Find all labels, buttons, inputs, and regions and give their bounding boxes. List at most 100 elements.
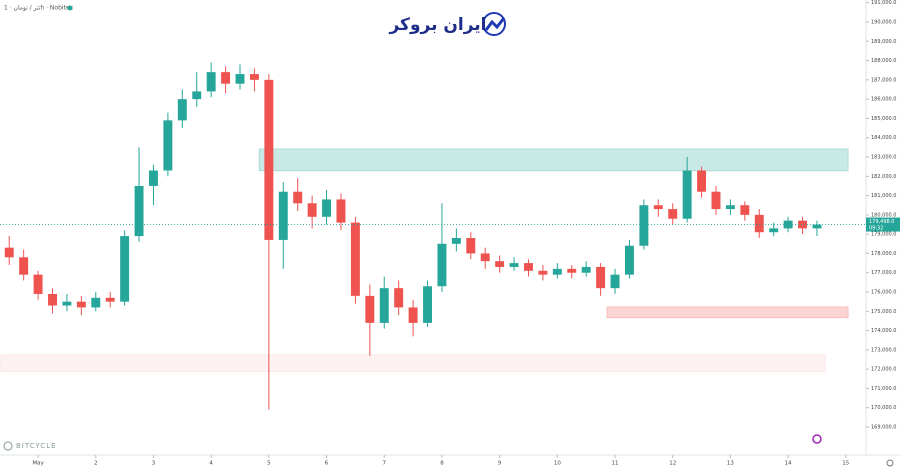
x-tick-label: 13 bbox=[727, 461, 734, 467]
event-icon bbox=[812, 434, 822, 444]
candle-body bbox=[596, 266, 606, 289]
y-tick-label: 175,000.0 bbox=[871, 309, 896, 315]
candle-body bbox=[451, 238, 461, 244]
candle-body bbox=[798, 220, 808, 229]
candle-body bbox=[62, 301, 72, 306]
last-price-label: 179,498.0 bbox=[869, 219, 894, 225]
candle-body bbox=[697, 170, 707, 192]
candle-body bbox=[264, 79, 274, 240]
candle-body bbox=[177, 99, 187, 121]
x-tick-label: 14 bbox=[785, 461, 792, 467]
status-dot bbox=[67, 5, 73, 11]
candle-body bbox=[365, 295, 375, 323]
candle-body bbox=[48, 293, 57, 306]
y-tick-label: 183,000.0 bbox=[871, 155, 896, 161]
candle-body bbox=[221, 72, 231, 84]
candle-body bbox=[682, 170, 692, 219]
candle-body bbox=[163, 120, 173, 171]
y-tick-label: 174,000.0 bbox=[871, 328, 896, 334]
y-tick-label: 189,000.0 bbox=[871, 39, 896, 45]
candle-body bbox=[581, 266, 591, 273]
candle-body bbox=[668, 209, 678, 219]
candle-body bbox=[610, 274, 620, 289]
candle-body bbox=[278, 191, 288, 240]
x-tick-label: 4 bbox=[209, 461, 213, 467]
x-tick-label: 12 bbox=[669, 461, 676, 467]
candle-body bbox=[105, 297, 115, 302]
x-tick-label: 11 bbox=[612, 461, 619, 467]
candle-body bbox=[480, 253, 490, 262]
x-tick-label: 15 bbox=[842, 461, 849, 467]
y-tick-label: 172,000.0 bbox=[871, 367, 896, 373]
x-tick-label: 9 bbox=[498, 461, 502, 467]
candle-body bbox=[350, 222, 360, 296]
candle-body bbox=[336, 199, 346, 223]
y-tick-label: 182,000.0 bbox=[871, 174, 896, 180]
y-tick-label: 178,000.0 bbox=[871, 251, 896, 257]
settings-icon bbox=[886, 459, 894, 467]
candle-body bbox=[552, 268, 562, 275]
candle-body bbox=[740, 205, 750, 215]
brand: ایران بروکر bbox=[388, 15, 486, 35]
candle-body bbox=[423, 286, 432, 323]
candle-body bbox=[206, 72, 216, 92]
countdown-label: 09:32 bbox=[869, 226, 883, 232]
candle-body bbox=[653, 205, 663, 210]
y-tick-label: 171,000.0 bbox=[871, 386, 896, 392]
candle-body bbox=[495, 261, 505, 267]
y-tick-label: 177,000.0 bbox=[871, 270, 896, 276]
x-tick-label: 2 bbox=[94, 461, 98, 467]
y-tick-label: 187,000.0 bbox=[871, 77, 896, 83]
candle-body bbox=[408, 307, 418, 323]
candle-body bbox=[769, 228, 779, 233]
candle-body bbox=[120, 236, 130, 302]
candle-body bbox=[725, 205, 735, 210]
candle-body bbox=[437, 243, 447, 287]
y-tick-label: 179,000.0 bbox=[871, 232, 896, 238]
candle-body bbox=[148, 170, 158, 186]
y-tick-label: 190,000.0 bbox=[871, 19, 896, 25]
x-tick-label: May bbox=[32, 461, 44, 467]
y-tick-label: 169,000.0 bbox=[871, 425, 896, 431]
candle-body bbox=[293, 191, 303, 204]
brand-icon bbox=[482, 12, 506, 36]
watermark-icon bbox=[3, 441, 13, 451]
candle-body bbox=[567, 268, 577, 273]
candle-body bbox=[711, 191, 721, 210]
y-tick-label: 191,000.0 bbox=[871, 0, 896, 6]
x-tick-label: 5 bbox=[267, 461, 271, 467]
candle-body bbox=[322, 199, 332, 217]
candle-body bbox=[466, 238, 476, 254]
x-tick-label: 8 bbox=[440, 461, 444, 467]
x-tick-label: 7 bbox=[382, 461, 386, 467]
zone bbox=[0, 354, 826, 373]
candle-body bbox=[379, 288, 389, 323]
last-price-box bbox=[866, 217, 900, 232]
x-tick-label: 10 bbox=[554, 461, 561, 467]
zone bbox=[258, 148, 849, 172]
brand-icon bbox=[484, 17, 506, 31]
candle-body bbox=[783, 220, 793, 229]
y-tick-label: 180,000.0 bbox=[871, 212, 896, 218]
y-tick-label: 181,000.0 bbox=[871, 193, 896, 199]
candle-body bbox=[812, 224, 822, 229]
candle-body bbox=[249, 74, 259, 80]
y-tick-label: 184,000.0 bbox=[871, 135, 896, 141]
symbol-label: تتر / تومان · 1h · Nobitex bbox=[4, 5, 74, 12]
candle-body bbox=[235, 74, 245, 84]
candle-body bbox=[192, 91, 202, 100]
watermark: BITCYCLE bbox=[16, 442, 57, 450]
candle-body bbox=[524, 263, 533, 271]
y-tick-label: 186,000.0 bbox=[871, 97, 896, 103]
candle-body bbox=[76, 301, 86, 308]
candle-body bbox=[754, 214, 764, 233]
candle-body bbox=[4, 247, 14, 258]
candle-body bbox=[538, 270, 548, 275]
candle-body bbox=[91, 297, 101, 308]
candle-body bbox=[134, 185, 144, 237]
zone bbox=[606, 306, 849, 319]
y-tick-label: 170,000.0 bbox=[871, 405, 896, 411]
candle-body bbox=[19, 257, 29, 275]
